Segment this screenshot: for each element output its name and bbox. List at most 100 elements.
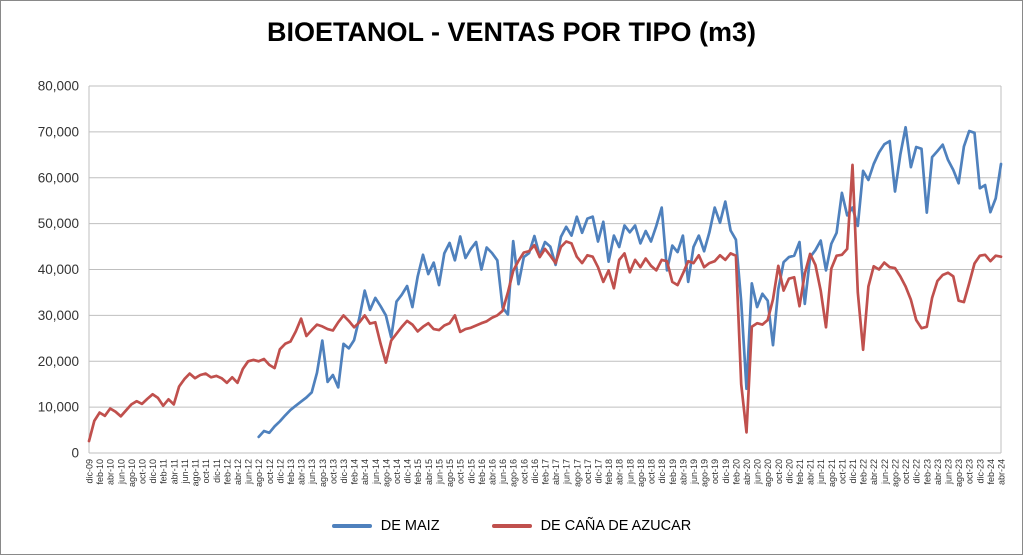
legend-item-de-maiz: DE MAIZ <box>331 518 440 534</box>
x-axis-tick-label: ago-23 <box>954 459 964 487</box>
x-axis-tick-label: ago-13 <box>318 459 328 487</box>
x-axis-tick-label: feb-15 <box>413 459 423 485</box>
x-axis-tick-label: ago-11 <box>191 459 201 486</box>
x-axis-tick-label: oct-14 <box>392 459 402 484</box>
y-axis-tick-label: 60,000 <box>38 170 79 185</box>
x-axis-tick-label: jun-14 <box>371 459 381 485</box>
x-axis-tick-label: jun-19 <box>689 459 699 485</box>
x-axis-tick-label: jun-16 <box>498 459 508 485</box>
y-axis-tick-label: 10,000 <box>38 400 79 415</box>
x-axis-tick-label: oct-17 <box>583 459 593 484</box>
x-axis-tick-label: feb-19 <box>668 459 678 485</box>
x-axis-tick-label: jun-17 <box>562 459 572 485</box>
x-axis-tick-label: ago-10 <box>127 459 137 487</box>
x-axis-tick-label: ago-19 <box>700 459 710 487</box>
y-axis-tick-label: 40,000 <box>38 262 79 277</box>
legend: DE MAIZ DE CAÑA DE AZUCAR <box>1 518 1022 534</box>
x-axis-tick-label: jun-11 <box>180 459 190 484</box>
x-axis-tick-label: feb-14 <box>350 459 360 485</box>
x-axis-tick-label: abr-13 <box>297 459 307 485</box>
x-axis-tick-label: feb-18 <box>604 459 614 485</box>
y-axis-tick-label: 50,000 <box>38 216 79 231</box>
x-axis-tick-label: abr-24 <box>997 459 1007 485</box>
x-axis-tick-label: feb-16 <box>477 459 487 485</box>
x-axis-tick-label: ago-18 <box>636 459 646 487</box>
x-axis-tick-label: ago-14 <box>381 459 391 487</box>
x-axis-tick-label: oct-21 <box>837 459 847 484</box>
x-axis-tick-label: jun-21 <box>816 459 826 485</box>
x-axis-tick-label: feb-13 <box>286 459 296 485</box>
x-axis-tick-label: feb-20 <box>731 459 741 485</box>
x-axis-tick-label: jun-18 <box>625 459 635 485</box>
x-axis-tick-label: dic-22 <box>912 459 922 484</box>
x-axis-tick-label: dic-12 <box>275 459 285 484</box>
x-axis-tick-label: abr-19 <box>678 459 688 485</box>
x-axis-tick-label: dic-18 <box>657 459 667 484</box>
legend-item-de-cana: DE CAÑA DE AZUCAR <box>491 518 692 534</box>
y-axis-tick-label: 20,000 <box>38 354 79 369</box>
x-axis-tick-label: abr-15 <box>424 459 434 485</box>
x-axis-tick-label: dic-11 <box>212 459 222 483</box>
x-axis-tick-label: oct-18 <box>647 459 657 484</box>
x-axis-tick-label: oct-16 <box>519 459 529 484</box>
x-axis-tick-label: feb-11 <box>159 459 169 484</box>
chart-title: BIOETANOL - VENTAS POR TIPO (m3) <box>266 17 757 47</box>
series-line-de-ca-a-de-azucar <box>87 163 1003 443</box>
de-cana-legend-label: DE CAÑA DE AZUCAR <box>540 518 692 534</box>
x-axis-tick-label: dic-19 <box>721 459 731 484</box>
x-axis-tick-label: feb-21 <box>795 459 805 485</box>
de-maiz-legend-label: DE MAIZ <box>380 518 440 534</box>
line-chart-plot: 0 10,000 20,000 30,000 40,000 50,000 60,000 70,… <box>38 79 1007 488</box>
x-axis-tick-label: abr-20 <box>742 459 752 485</box>
x-axis-tick-label: oct-20 <box>774 459 784 484</box>
y-axis-tick-label: 80,000 <box>38 79 79 94</box>
x-axis-tick-label: dic-10 <box>148 459 158 484</box>
de-maiz-line-swatch-icon <box>331 524 372 528</box>
x-axis-tick-label: oct-11 <box>201 459 211 483</box>
x-axis-tick-label: feb-24 <box>986 459 996 485</box>
x-axis-tick-label: ago-21 <box>827 459 837 487</box>
x-axis-tick-label: dic-14 <box>403 459 413 484</box>
x-axis-tick-label: dic-17 <box>594 459 604 484</box>
x-axis-tick-label: oct-10 <box>138 459 148 484</box>
x-axis-tick-label: abr-22 <box>869 459 879 485</box>
x-axis-tick-label: ago-20 <box>763 459 773 487</box>
y-axis-tick-label: 30,000 <box>38 308 79 323</box>
y-axis-tick-label: 70,000 <box>38 124 79 139</box>
x-axis-tick-label: dic-16 <box>530 459 540 484</box>
x-axis-tick-label: jun-10 <box>116 459 126 485</box>
x-axis-tick-label: feb-22 <box>859 459 869 485</box>
x-axis-tick-label: oct-13 <box>328 459 338 484</box>
x-axis-tick-label: jun-15 <box>434 459 444 485</box>
x-axis-tick-label: jun-12 <box>244 459 254 485</box>
x-axis-tick-label: abr-18 <box>615 459 625 485</box>
x-axis-tick-label: abr-21 <box>806 459 816 485</box>
x-axis-tick-label: dic-09 <box>85 459 95 484</box>
x-axis-tick-label: oct-23 <box>965 459 975 484</box>
x-axis-tick-label: oct-22 <box>901 459 911 484</box>
x-axis-tick-label: ago-15 <box>445 459 455 487</box>
x-axis-tick-label: dic-13 <box>339 459 349 484</box>
x-axis-tick-label: abr-17 <box>551 459 561 485</box>
x-axis-tick-label: abr-10 <box>106 459 116 485</box>
x-axis-tick-label: feb-17 <box>541 459 551 485</box>
x-axis-tick-label: jun-13 <box>307 459 317 485</box>
x-axis-tick-label: feb-10 <box>95 459 105 485</box>
x-axis-tick-label: abr-23 <box>933 459 943 485</box>
x-axis-tick-label: feb-23 <box>922 459 932 485</box>
x-axis-tick-label: dic-15 <box>466 459 476 484</box>
x-axis-tick-label: ago-12 <box>254 459 264 487</box>
x-axis-tick-label: ago-16 <box>509 459 519 487</box>
x-axis-tick-label: dic-23 <box>975 459 985 484</box>
x-axis-tick-label: abr-12 <box>233 459 243 485</box>
x-axis-tick-label: jun-23 <box>943 459 953 485</box>
x-axis-tick-label: ago-22 <box>890 459 900 487</box>
y-axis-tick-label: 0 <box>71 446 79 461</box>
de-cana-line-swatch-icon <box>491 524 532 528</box>
x-axis-tick-label: jun-20 <box>753 459 763 485</box>
x-axis-tick-label: dic-20 <box>784 459 794 484</box>
x-axis-tick-label: jun-22 <box>880 459 890 485</box>
series-line-de-maiz <box>257 125 1003 439</box>
x-axis-tick-label: oct-15 <box>456 459 466 484</box>
